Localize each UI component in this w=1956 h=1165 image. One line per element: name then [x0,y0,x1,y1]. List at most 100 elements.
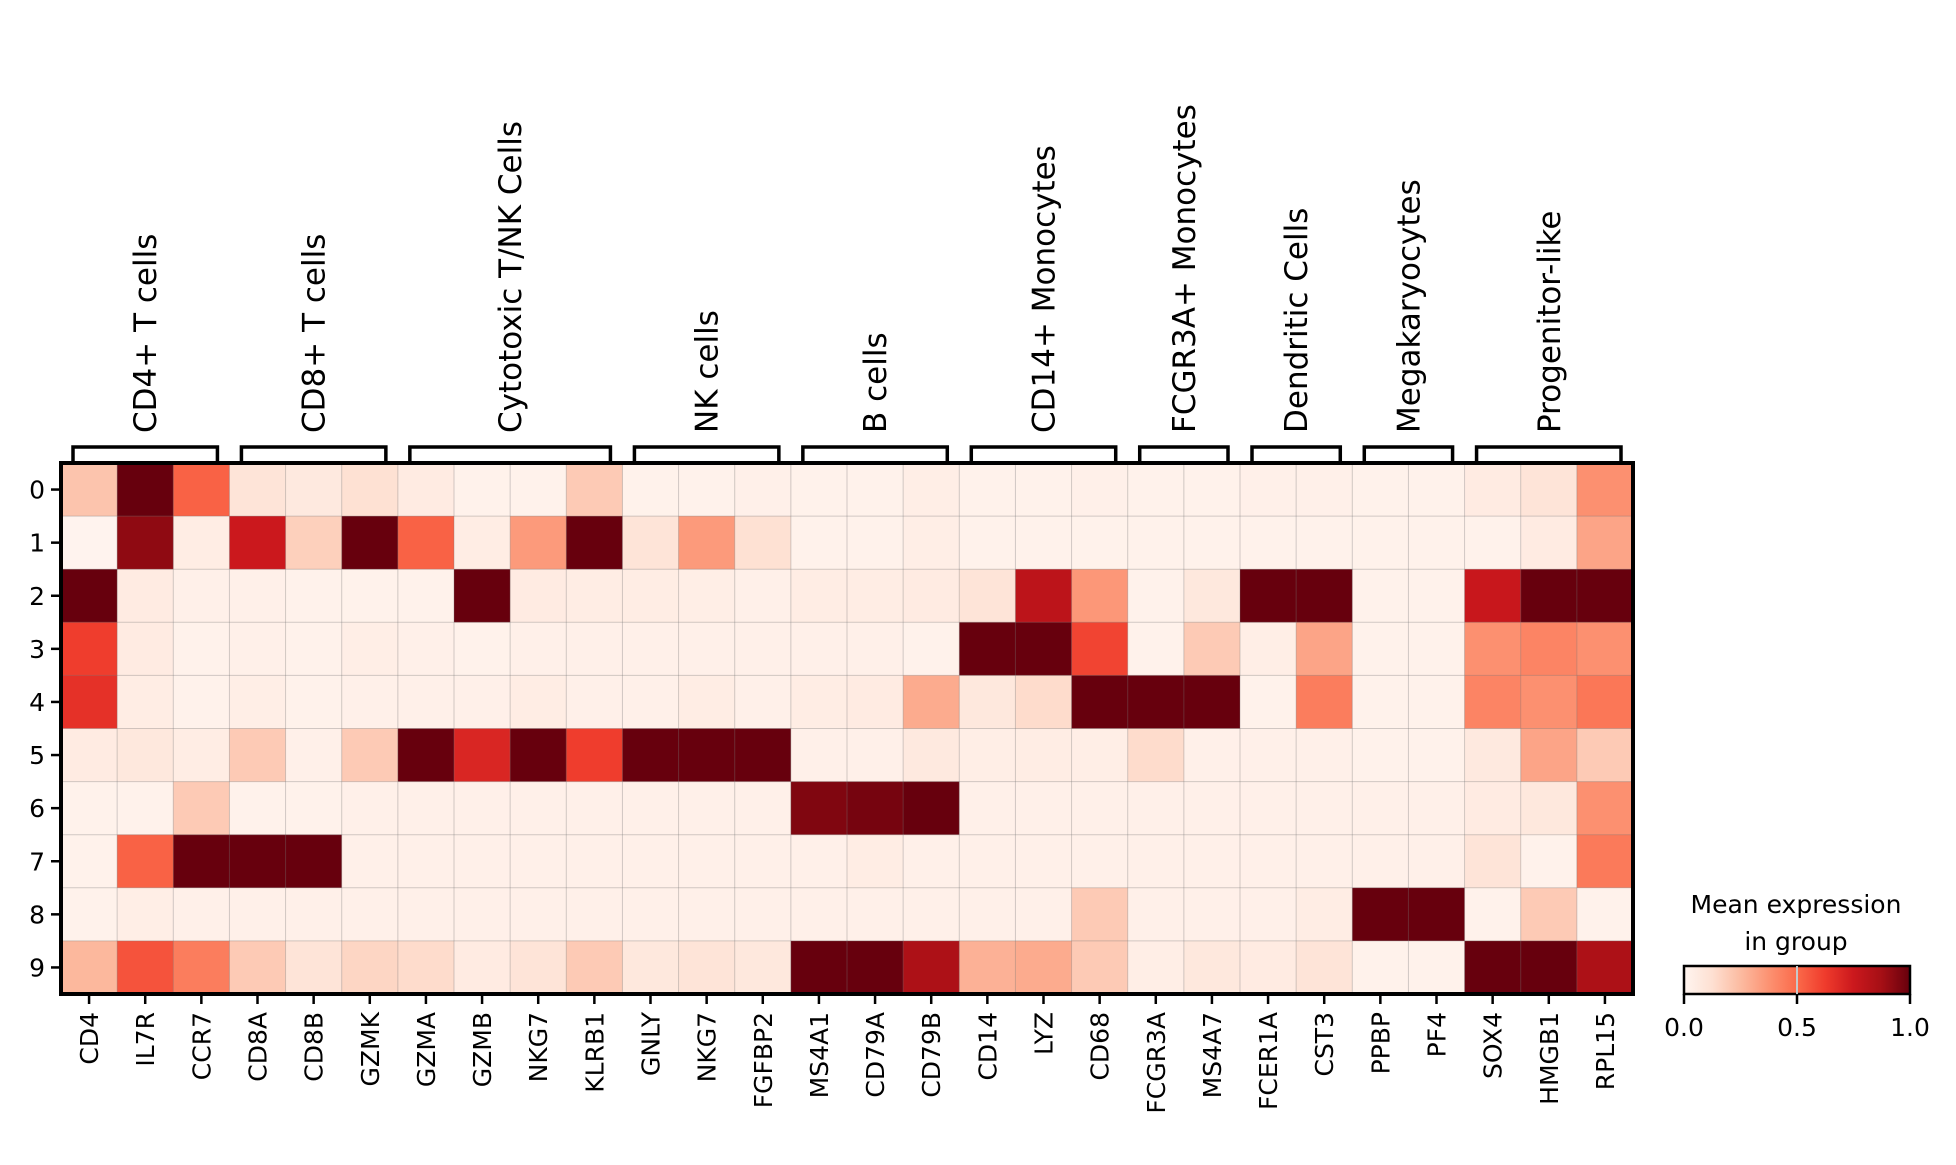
heatmap-cell-2-FCGR3A [1127,569,1185,623]
heatmap-cell-5-GZMK [341,728,399,783]
x-tick-label: IL7R [131,1012,160,1067]
heatmap-cell-0-MS4A7 [1183,463,1241,517]
heatmap-cell-5-GZMA [397,728,455,783]
heatmap-cell-1-GZMB [454,516,511,570]
heatmap-cell-4-FCER1A [1240,675,1297,729]
x-tick-label: FCGR3A [1142,1012,1171,1114]
heatmap-cell-0-FCGR3A [1127,463,1185,517]
heatmap-cell-7-KLRB1 [566,834,623,889]
heatmap-cell-1-FCER1A [1240,516,1297,570]
heatmap-cell-5-CD79A [847,728,904,783]
heatmap-cell-1-RPL15 [1576,516,1634,570]
heatmap-cell-7-RPL15 [1576,834,1634,889]
heatmap-cell-9-CD4 [61,940,118,995]
heatmap-cell-2-HMGB1 [1520,569,1578,623]
heatmap-cell-6-GZMB [454,781,511,836]
heatmap-cell-2-CD68 [1071,569,1129,623]
heatmap-cell-0-FGFBP2 [734,463,792,517]
x-tick-label: CST3 [1310,1012,1339,1077]
heatmap-cell-4-MS4A7 [1183,675,1241,729]
heatmap-cell-9-GNLY [622,940,680,995]
heatmap-cell-5-FCGR3A [1127,728,1185,783]
y-tick-label: 7 [29,847,45,876]
heatmap-cell-9-RPL15 [1576,940,1634,995]
heatmap-cell-8-CD68 [1071,887,1129,942]
heatmap-cell-4-RPL15 [1576,675,1634,729]
heatmap-cell-9-MS4A7 [1183,940,1241,995]
y-axis: 0 1 2 3 4 5 6 7 8 9 [29,476,61,982]
group-brackets: CD4+ T cells CD8+ T cells Cytotoxic T/NK C… [71,104,1623,462]
heatmap-cell-2-CD14 [959,569,1016,623]
group-bracket [1250,445,1343,462]
x-tick-label: CD8A [244,1012,273,1082]
heatmap-cell-4-CCR7 [173,675,230,729]
heatmap-cell-0-LYZ [1015,463,1073,517]
heatmap-cell-6-PF4 [1408,781,1466,836]
heatmap-cell-5-HMGB1 [1520,728,1578,783]
heatmap-cell-3-CD8B [285,622,343,676]
heatmap-cell-9-PF4 [1408,940,1466,995]
heatmap-cell-4-PF4 [1408,675,1466,729]
x-tick-label: CCR7 [187,1012,216,1080]
heatmap-cell-2-PF4 [1408,569,1466,623]
heatmap-cell-3-LYZ [1015,622,1073,676]
heatmap-cell-5-FCER1A [1240,728,1297,783]
heatmap-cell-3-CD68 [1071,622,1129,676]
heatmap-cell-0-CD68 [1071,463,1129,517]
heatmap-cell-0-FCER1A [1240,463,1297,517]
heatmap-cell-8-CD14 [959,887,1016,942]
heatmap-cell-4-PPBP [1352,675,1409,729]
heatmap-cell-2-CST3 [1296,569,1353,623]
heatmap-cell-3-CD14 [959,622,1016,676]
heatmap-cell-6-CD79A [847,781,904,836]
heatmap-cell-9-IL7R [117,940,174,995]
heatmap-cell-1-GNLY [622,516,680,570]
heatmap-cell-3-FCGR3A [1127,622,1185,676]
heatmap-cell-8-IL7R [117,887,174,942]
heatmap-cell-6-FGFBP2 [734,781,792,836]
heatmap-cell-0-CD8B [285,463,343,517]
heatmap-cell-1-CD4 [61,516,118,570]
heatmap-cell-7-CD8A [229,834,287,889]
x-tick-label: FGFBP2 [749,1012,778,1108]
x-tick-label: CD79B [917,1012,946,1098]
group-bracket [408,445,613,462]
heatmap-cell-8-MS4A1 [790,887,848,942]
heatmap-cell-6-GZMA [397,781,455,836]
heatmap-cell-9-CD68 [1071,940,1129,995]
heatmap-cell-5-CD8A [229,728,287,783]
heatmap-cell-8-NKG7 [678,887,736,942]
heatmap-cell-8-FCGR3A [1127,887,1185,942]
heatmap-cell-8-RPL15 [1576,887,1634,942]
heatmap-cell-9-CCR7 [173,940,230,995]
heatmap-cell-7-PF4 [1408,834,1466,889]
heatmap-cell-3-CST3 [1296,622,1353,676]
heatmap-cell-0-CST3 [1296,463,1353,517]
plot-frame [59,461,1635,996]
x-tick-label: CD68 [1086,1012,1115,1081]
heatmap-cell-0-CD8A [229,463,287,517]
heatmap-cells [61,463,1634,995]
heatmap-cell-8-CST3 [1296,887,1353,942]
heatmap-cell-2-KLRB1 [566,569,623,623]
heatmap-grid [61,463,1633,994]
heatmap-cell-7-CD68 [1071,834,1129,889]
heatmap-cell-2-NKG7 [678,569,736,623]
heatmap-cell-9-FGFBP2 [734,940,792,995]
heatmap-cell-6-GZMK [341,781,399,836]
group-bracket [1474,445,1623,462]
group-label: Progenitor-like [1532,211,1568,433]
heatmap-cell-7-SOX4 [1464,834,1522,889]
heatmap-cell-3-PF4 [1408,622,1466,676]
group-label: Dendritic Cells [1279,208,1315,433]
heatmap-cell-0-IL7R [117,463,174,517]
x-tick-label: CD79A [861,1012,890,1098]
group-bracket [239,445,388,462]
heatmap-cell-3-GZMA [397,622,455,676]
heatmap-cell-2-CD8A [229,569,287,623]
heatmap-cell-6-FCGR3A [1127,781,1185,836]
heatmap-cell-2-MS4A7 [1183,569,1241,623]
heatmap-cell-1-NKG7 [510,516,567,570]
heatmap-cell-0-GZMK [341,463,399,517]
